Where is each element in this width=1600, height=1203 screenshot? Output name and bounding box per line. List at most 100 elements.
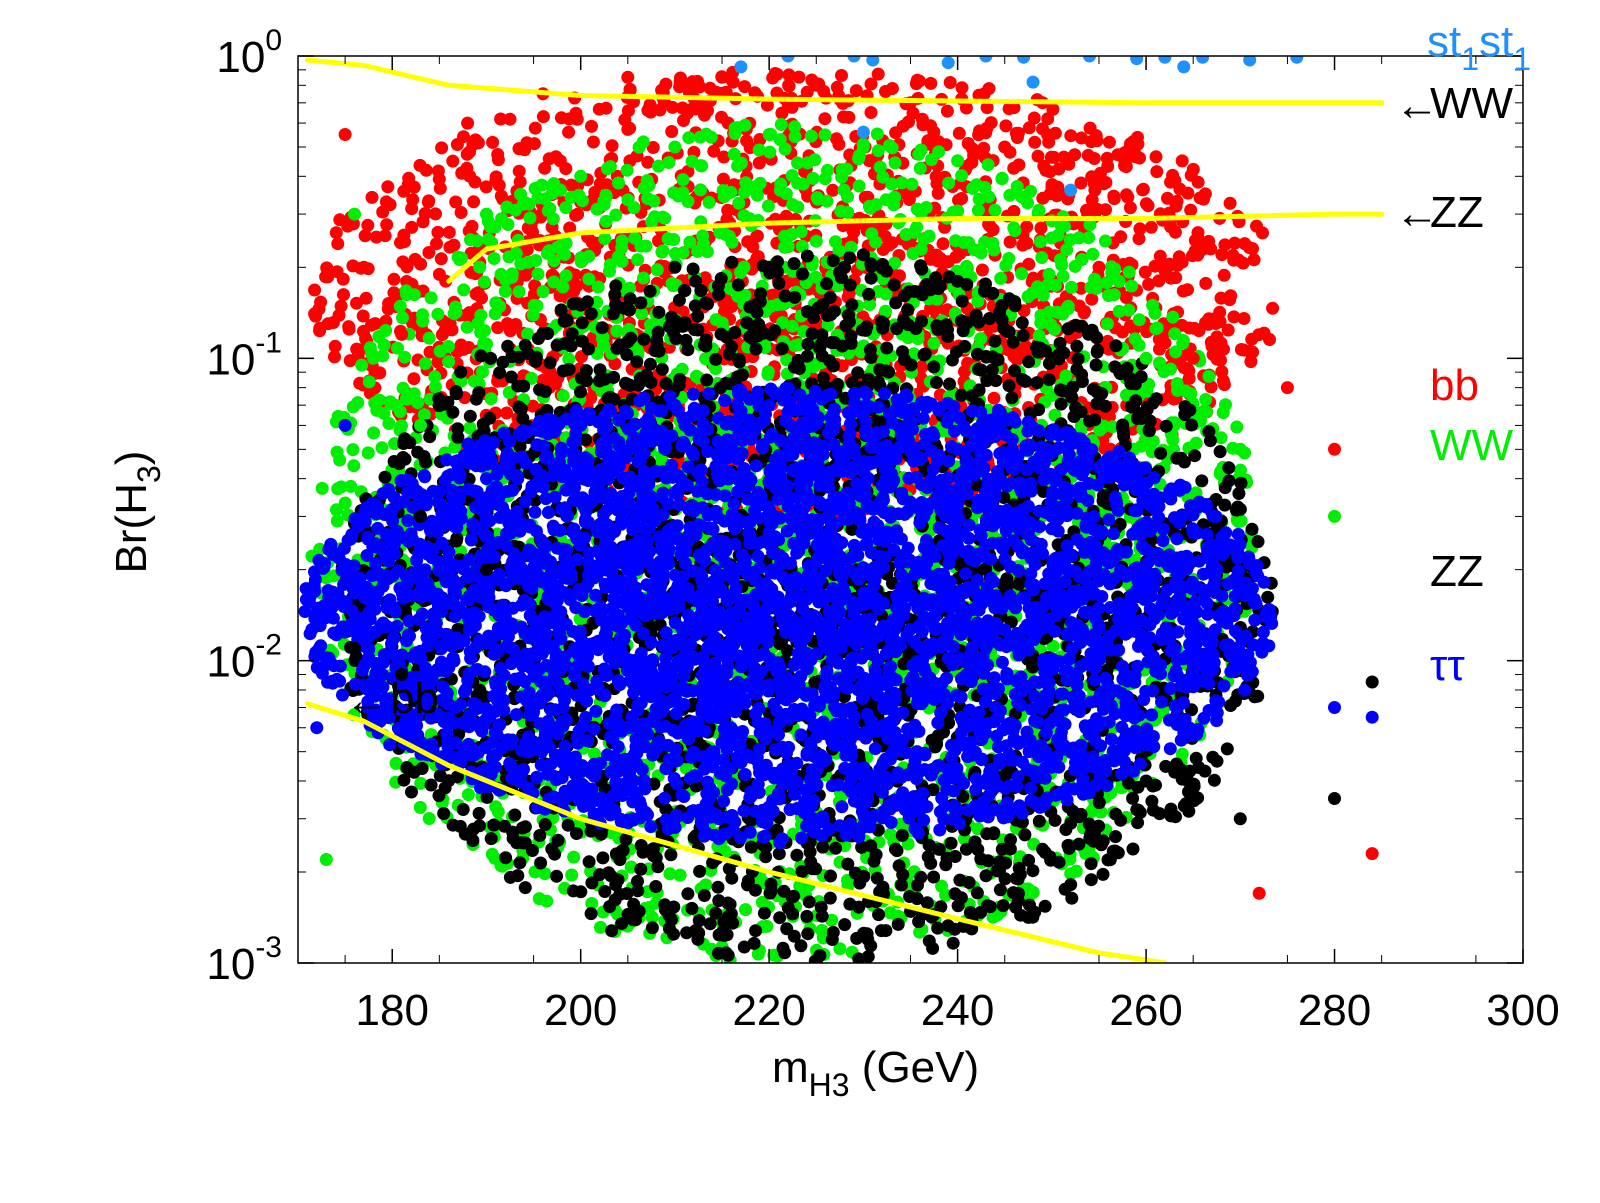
cloud-point — [1039, 163, 1053, 177]
cloud-point — [563, 221, 577, 235]
cloud-point — [491, 153, 505, 167]
cloud-point — [1210, 352, 1224, 366]
cloud-point — [910, 202, 924, 216]
cloud-point — [1132, 232, 1146, 246]
cloud-point — [955, 169, 969, 183]
cloud-point — [1197, 192, 1210, 206]
cloud-point — [895, 176, 909, 190]
cloud-point — [463, 169, 477, 183]
cloud-point — [852, 179, 866, 193]
cloud-point — [437, 807, 451, 820]
cloud-point — [1084, 857, 1098, 871]
cloud-point — [1046, 102, 1060, 116]
cloud-point — [502, 250, 516, 264]
cloud-point — [1098, 234, 1112, 248]
cloud-point — [365, 190, 379, 204]
cloud-point — [512, 285, 526, 299]
cloud-point — [1015, 190, 1028, 204]
cloud-point — [903, 890, 917, 903]
cloud-point — [1176, 334, 1190, 347]
cloud-point — [1125, 279, 1139, 293]
cloud-point — [1034, 235, 1047, 249]
cloud-point — [1142, 277, 1156, 291]
cloud-point — [852, 152, 865, 166]
cloud-point — [824, 869, 837, 883]
cloud-point — [1263, 333, 1276, 346]
cloud-point — [556, 280, 570, 294]
cloud-point — [1166, 433, 1180, 447]
cloud-point — [446, 154, 460, 168]
cloud-point — [487, 252, 501, 265]
cloud-point — [380, 218, 394, 232]
cloud-point — [1242, 344, 1256, 358]
cloud-point — [1195, 243, 1209, 257]
cloud-point — [1015, 267, 1029, 281]
cloud-point — [505, 267, 519, 281]
cloud-point — [559, 269, 573, 283]
cloud-point — [364, 318, 378, 332]
cloud-point — [623, 121, 637, 135]
cloud-point — [1149, 322, 1163, 336]
cloud-point — [369, 230, 383, 244]
cloud-point — [739, 903, 752, 917]
cloud-point — [1020, 236, 1034, 250]
cloud-point — [888, 156, 902, 170]
cloud-point — [924, 76, 938, 90]
cloud-point — [1132, 338, 1146, 352]
cloud-point — [531, 267, 545, 281]
cloud-point — [503, 324, 517, 338]
cloud-point — [1247, 253, 1261, 267]
cloud-point — [396, 255, 410, 269]
cloud-point — [1199, 393, 1213, 406]
cloud-point — [864, 77, 878, 91]
cloud-point — [1048, 322, 1061, 336]
cloud-point — [879, 924, 893, 938]
cloud-point — [413, 800, 427, 814]
cloud-point — [1238, 237, 1252, 251]
cloud-point — [1025, 286, 1039, 300]
cloud-point — [1064, 129, 1078, 143]
cloud-point — [389, 399, 403, 412]
cloud-point — [715, 316, 729, 330]
cloud-point — [632, 140, 646, 154]
cloud-point — [422, 331, 436, 345]
cloud-point — [676, 173, 690, 187]
cloud-point — [582, 249, 596, 263]
cloud-point — [1132, 313, 1146, 327]
cloud-point — [556, 389, 570, 403]
cloud-point — [656, 210, 670, 224]
cloud-point — [725, 235, 739, 249]
cloud-point — [715, 110, 728, 124]
cloud-point — [520, 243, 534, 257]
cloud-point — [498, 284, 512, 298]
cloud-point — [320, 261, 334, 275]
cloud-point — [315, 481, 329, 495]
cloud-point — [772, 847, 786, 861]
cloud-point — [461, 788, 475, 802]
cloud-point — [540, 894, 554, 908]
cloud-point — [1182, 372, 1196, 385]
cloud-point — [972, 192, 986, 206]
cloud-point — [842, 315, 856, 329]
cloud-point — [701, 104, 714, 118]
cloud-point — [1202, 369, 1216, 383]
cloud-point — [596, 332, 609, 346]
cloud-point — [1050, 305, 1064, 319]
cloud-point — [381, 180, 395, 194]
cloud-point — [955, 192, 969, 205]
cloud-point — [796, 177, 810, 191]
cloud-point — [431, 164, 445, 178]
cloud-point — [1100, 151, 1114, 165]
cloud-point — [977, 87, 991, 101]
cloud-point — [1100, 317, 1114, 331]
cloud-point — [761, 199, 775, 213]
cloud-point — [804, 129, 818, 143]
cloud-point — [830, 80, 844, 94]
cloud-point — [407, 372, 421, 386]
cloud-point — [416, 314, 430, 328]
cloud-point — [494, 189, 508, 203]
cloud-point — [681, 195, 695, 208]
cloud-point — [331, 237, 345, 251]
cloud-point — [1022, 355, 1036, 369]
cloud-point — [931, 186, 945, 200]
